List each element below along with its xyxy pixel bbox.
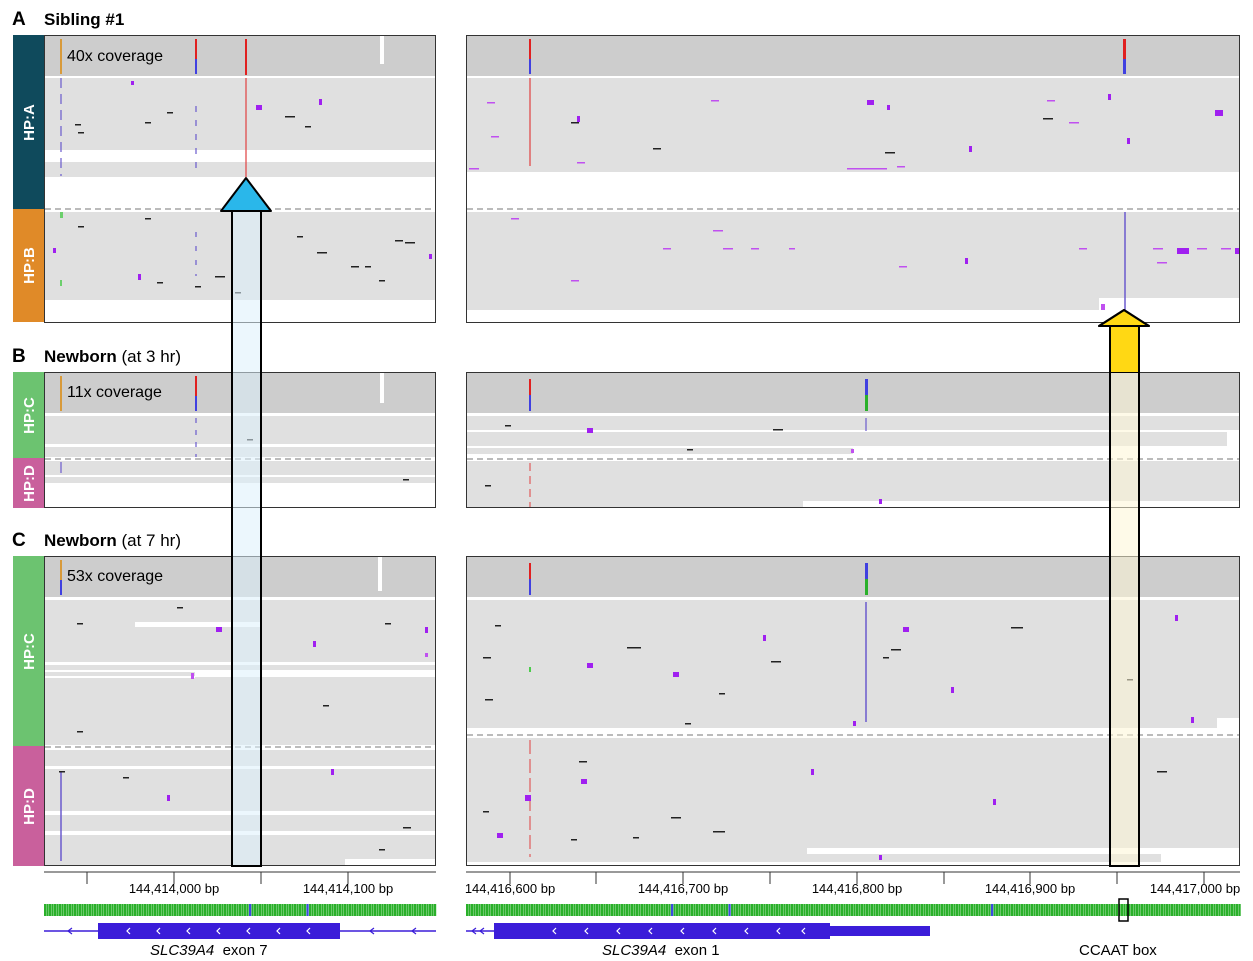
tick-label-left-2: 144,414,100 bp — [303, 881, 393, 896]
tick-label-left-1: 144,414,000 bp — [129, 881, 219, 896]
gene-model-left — [44, 923, 436, 939]
gene-model-right — [466, 923, 930, 939]
gene-label-left: SLC39A4 exon 7 — [150, 942, 268, 959]
tick-label-right-3: 144,416,800 bp — [812, 881, 902, 896]
tick-label-right-4: 144,416,900 bp — [985, 881, 1075, 896]
tick-label-right-1: 144,416,600 bp — [465, 881, 555, 896]
gene-label-right: SLC39A4 exon 1 — [602, 942, 720, 959]
sequence-track-right — [466, 904, 1241, 916]
tick-label-right-2: 144,416,700 bp — [638, 881, 728, 896]
ccaat-box-label: CCAAT box — [1079, 942, 1157, 959]
tick-label-right-5: 144,417,000 bp — [1150, 881, 1240, 896]
sequence-track-left — [44, 904, 436, 916]
